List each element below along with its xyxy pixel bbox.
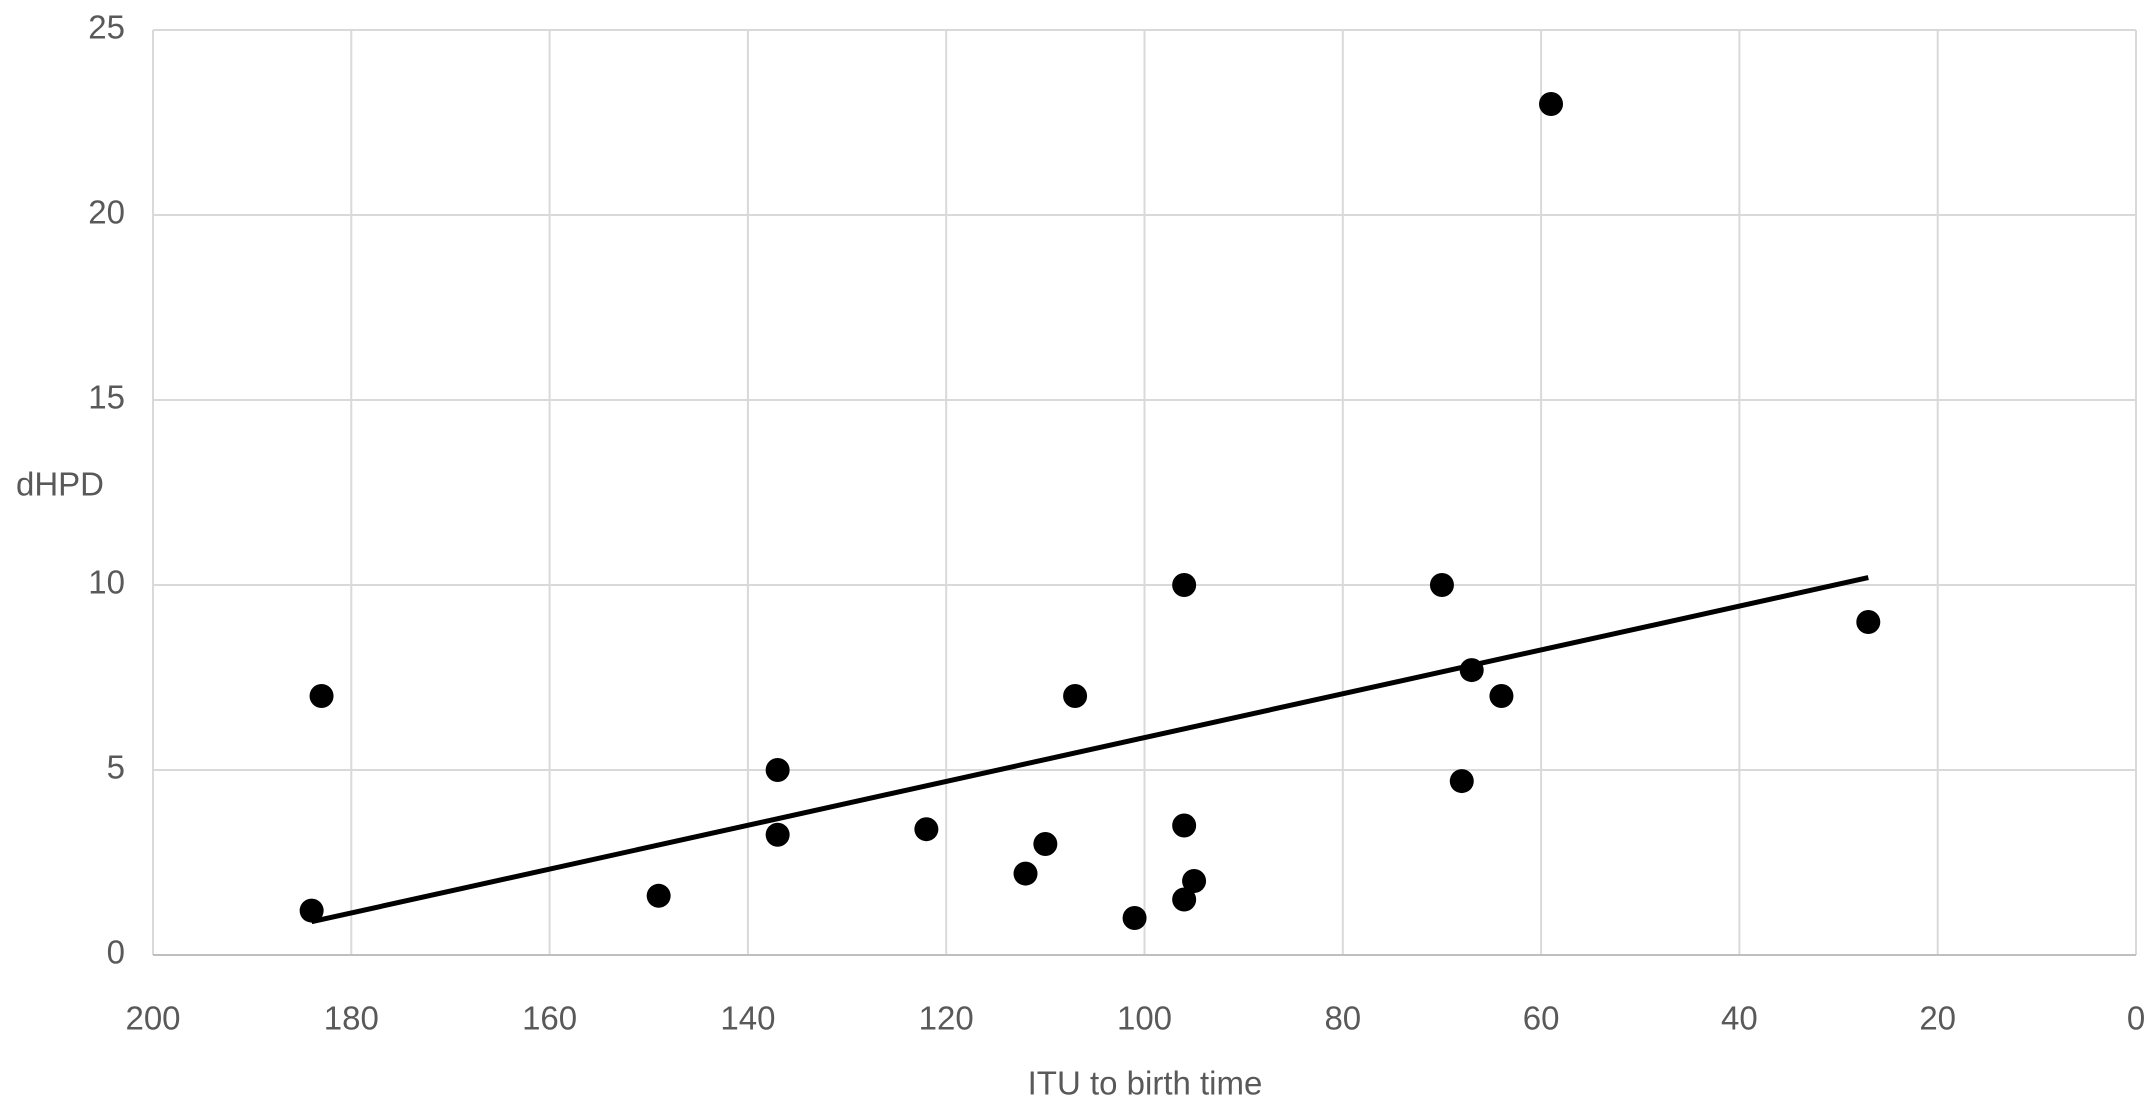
y-axis-label: dHPD bbox=[16, 466, 104, 503]
x-axis-label: ITU to birth time bbox=[1028, 1065, 1263, 1102]
y-tick-label: 5 bbox=[107, 749, 125, 786]
point bbox=[1033, 832, 1058, 856]
x-tick-label: 200 bbox=[125, 1000, 180, 1037]
point bbox=[309, 684, 334, 708]
x-tick-label: 40 bbox=[1721, 1000, 1758, 1037]
x-tick-label: 180 bbox=[324, 1000, 379, 1037]
x-tick-label: 0 bbox=[2127, 1000, 2145, 1037]
point bbox=[765, 822, 790, 847]
point bbox=[1856, 610, 1881, 634]
y-tick-label: 25 bbox=[88, 9, 125, 46]
point bbox=[1539, 92, 1564, 116]
x-tick-label: 100 bbox=[1117, 1000, 1172, 1037]
x-tick-label: 80 bbox=[1324, 1000, 1361, 1037]
y-tick-label: 0 bbox=[107, 934, 125, 971]
point bbox=[1122, 906, 1147, 930]
point bbox=[1063, 684, 1088, 708]
point bbox=[1429, 573, 1454, 597]
point bbox=[1172, 573, 1197, 597]
x-tick-label: 160 bbox=[522, 1000, 577, 1037]
x-tick-label: 60 bbox=[1523, 1000, 1560, 1037]
point bbox=[1449, 769, 1474, 794]
y-tick-label: 10 bbox=[88, 564, 125, 601]
point bbox=[914, 817, 939, 842]
point bbox=[1182, 869, 1207, 893]
point bbox=[646, 883, 671, 908]
x-tick-label: 140 bbox=[720, 1000, 775, 1037]
point bbox=[299, 898, 324, 923]
point bbox=[1489, 684, 1514, 708]
y-tick-label: 15 bbox=[88, 379, 125, 416]
point bbox=[1013, 861, 1038, 886]
x-tick-label: 120 bbox=[919, 1000, 974, 1037]
x-tick-label: 20 bbox=[1919, 1000, 1956, 1037]
trendline bbox=[311, 575, 1869, 925]
point bbox=[765, 758, 790, 782]
y-tick-label: 20 bbox=[88, 194, 125, 231]
point bbox=[1172, 813, 1197, 838]
point bbox=[1459, 658, 1484, 683]
point bbox=[1172, 887, 1197, 912]
